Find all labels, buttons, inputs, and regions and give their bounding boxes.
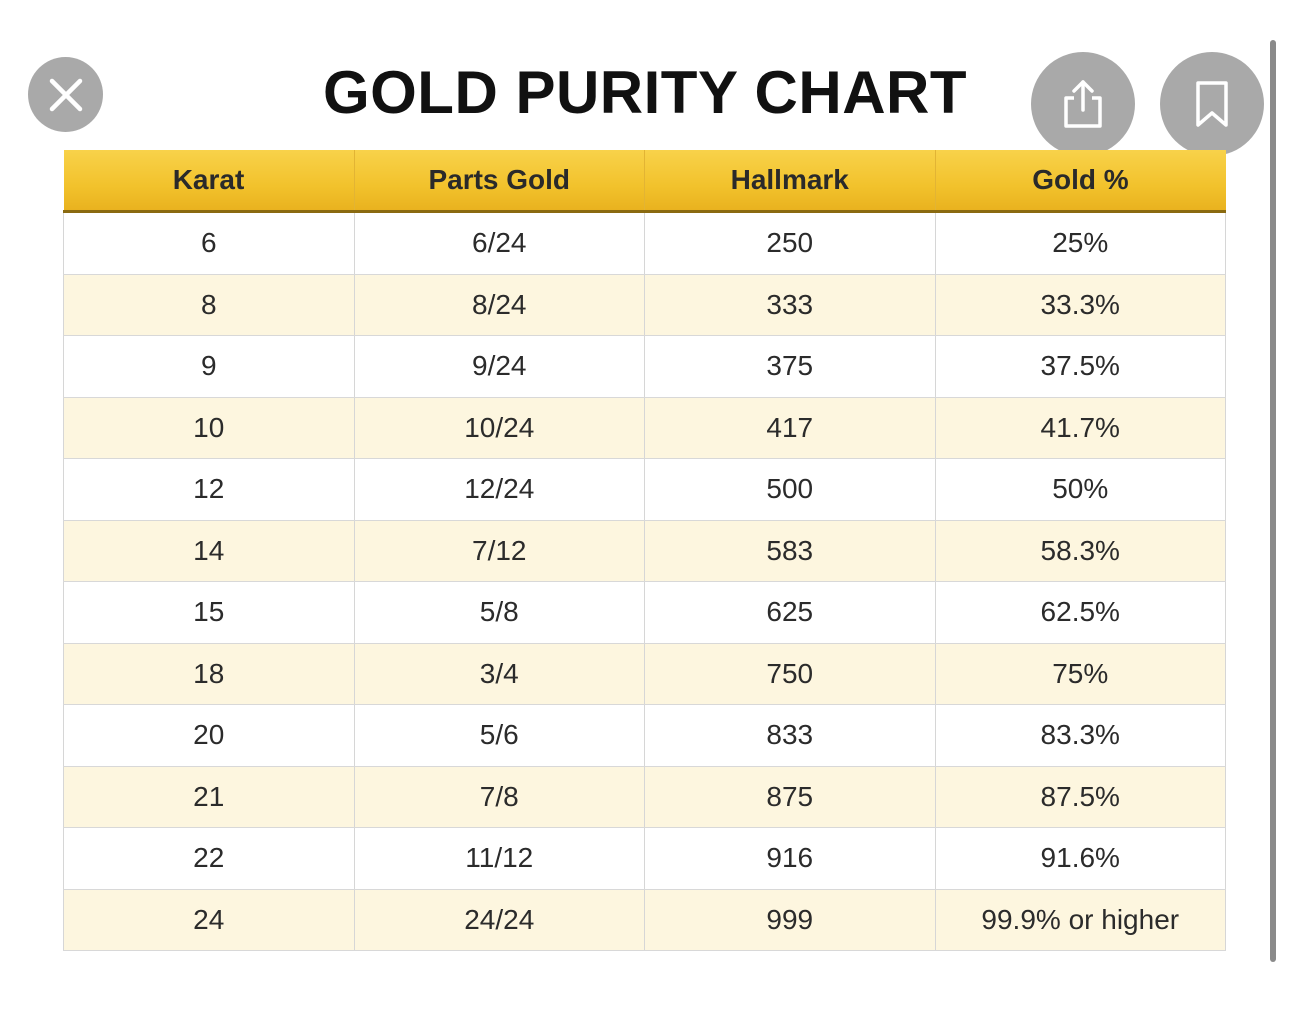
cell-gold-percent: 99.9% or higher	[934, 889, 1226, 951]
bookmark-icon	[1196, 81, 1228, 127]
cell-karat: 8	[63, 274, 354, 336]
cell-gold-percent: 87.5%	[934, 766, 1226, 828]
cell-hallmark: 375	[644, 335, 935, 398]
cell-karat: 6	[63, 211, 354, 275]
cell-gold-percent: 75%	[934, 643, 1226, 705]
cell-karat: 21	[63, 766, 354, 828]
cell-gold-percent: 33.3%	[934, 274, 1226, 336]
close-button[interactable]	[28, 57, 103, 132]
page-title: GOLD PURITY CHART	[322, 59, 968, 126]
cell-gold-percent: 37.5%	[934, 335, 1226, 398]
header-parts-gold: Parts Gold	[353, 150, 645, 213]
header-gold-percent: Gold %	[934, 150, 1226, 213]
table-row: 6 6/24 250 25%	[63, 211, 1226, 275]
table-row: 12 12/24 500 50%	[63, 458, 1226, 521]
cell-hallmark: 875	[644, 766, 935, 828]
share-button[interactable]	[1031, 52, 1135, 156]
cell-gold-percent: 91.6%	[934, 827, 1226, 890]
cell-hallmark: 833	[644, 704, 935, 767]
cell-parts-gold: 9/24	[353, 335, 645, 398]
table-row: 15 5/8 625 62.5%	[63, 581, 1226, 644]
table-row: 21 7/8 875 87.5%	[63, 766, 1226, 828]
cell-parts-gold: 8/24	[353, 274, 645, 336]
cell-hallmark: 417	[644, 397, 935, 459]
cell-parts-gold: 11/12	[353, 827, 645, 890]
cell-gold-percent: 25%	[934, 211, 1226, 275]
cell-karat: 18	[63, 643, 354, 705]
cell-parts-gold: 7/8	[353, 766, 645, 828]
share-icon	[1064, 80, 1102, 128]
table-row: 9 9/24 375 37.5%	[63, 335, 1226, 398]
cell-karat: 9	[63, 335, 354, 398]
cell-parts-gold: 24/24	[353, 889, 645, 951]
cell-hallmark: 999	[644, 889, 935, 951]
cell-parts-gold: 7/12	[353, 520, 645, 582]
cell-gold-percent: 50%	[934, 458, 1226, 521]
cell-hallmark: 916	[644, 827, 935, 890]
cell-karat: 20	[63, 704, 354, 767]
cell-parts-gold: 5/6	[353, 704, 645, 767]
cell-parts-gold: 6/24	[353, 211, 645, 275]
cell-karat: 14	[63, 520, 354, 582]
cell-hallmark: 625	[644, 581, 935, 644]
cell-karat: 15	[63, 581, 354, 644]
cell-gold-percent: 58.3%	[934, 520, 1226, 582]
table-row: 18 3/4 750 75%	[63, 643, 1226, 705]
cell-gold-percent: 83.3%	[934, 704, 1226, 767]
cell-hallmark: 333	[644, 274, 935, 336]
table-row: 10 10/24 417 41.7%	[63, 397, 1226, 459]
table-row: 22 11/12 916 91.6%	[63, 827, 1226, 890]
bookmark-button[interactable]	[1160, 52, 1264, 156]
cell-hallmark: 500	[644, 458, 935, 521]
table-header-row: Karat Parts Gold Hallmark Gold %	[63, 150, 1226, 213]
table-row: 20 5/6 833 83.3%	[63, 704, 1226, 767]
close-icon	[49, 78, 82, 111]
header-karat: Karat	[63, 150, 354, 213]
cell-parts-gold: 10/24	[353, 397, 645, 459]
cell-karat: 24	[63, 889, 354, 951]
cell-karat: 12	[63, 458, 354, 521]
cell-hallmark: 750	[644, 643, 935, 705]
cell-parts-gold: 3/4	[353, 643, 645, 705]
cell-karat: 22	[63, 827, 354, 890]
cell-gold-percent: 62.5%	[934, 581, 1226, 644]
gold-purity-table: Karat Parts Gold Hallmark Gold % 6 6/24 …	[63, 150, 1226, 951]
cell-hallmark: 583	[644, 520, 935, 582]
cell-gold-percent: 41.7%	[934, 397, 1226, 459]
cell-parts-gold: 12/24	[353, 458, 645, 521]
header-hallmark: Hallmark	[644, 150, 935, 213]
table-row: 24 24/24 999 99.9% or higher	[63, 889, 1226, 951]
cell-parts-gold: 5/8	[353, 581, 645, 644]
cell-hallmark: 250	[644, 211, 935, 275]
table-row: 14 7/12 583 58.3%	[63, 520, 1226, 582]
table-row: 8 8/24 333 33.3%	[63, 274, 1226, 336]
cell-karat: 10	[63, 397, 354, 459]
scrollbar[interactable]	[1270, 40, 1276, 962]
